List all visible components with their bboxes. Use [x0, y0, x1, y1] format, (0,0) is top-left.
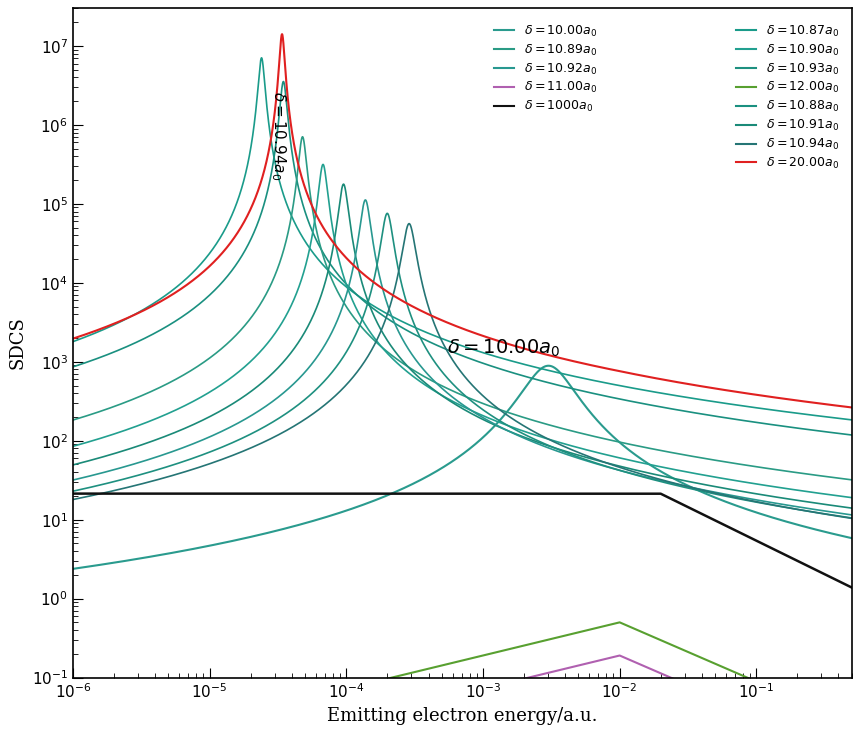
- X-axis label: Emitting electron energy/a.u.: Emitting electron energy/a.u.: [327, 707, 598, 725]
- Legend: $\delta = 10.87a_0$, $\delta = 10.90a_0$, $\delta = 10.93a_0$, $\delta = 12.00a_: $\delta = 10.87a_0$, $\delta = 10.90a_0$…: [733, 21, 842, 173]
- Text: $\delta=10.94a_0$: $\delta=10.94a_0$: [269, 91, 288, 180]
- Text: $\delta=10.00a_0$: $\delta=10.00a_0$: [447, 337, 561, 358]
- Y-axis label: SDCS: SDCS: [9, 317, 27, 369]
